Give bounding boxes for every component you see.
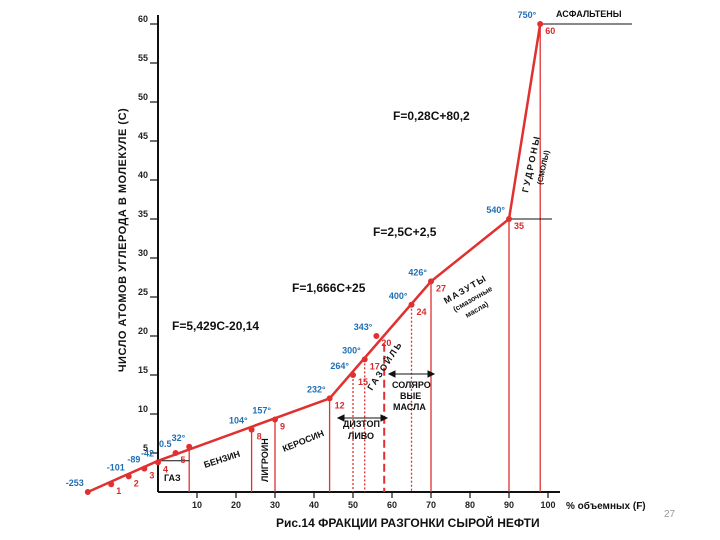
- temp-label-7: 104°: [229, 416, 248, 426]
- fraction-boundaries: [158, 23, 632, 492]
- carbon-label-8: 9: [280, 421, 285, 431]
- carbon-label-16: 60: [545, 26, 555, 36]
- temp-label-10: 264°: [330, 361, 349, 371]
- label-asphalt: АСФАЛЬТЕНЫ: [556, 9, 622, 19]
- x-tick-label-90: 90: [504, 500, 514, 510]
- data-point-14: [428, 278, 434, 285]
- data-point-6: [186, 443, 193, 450]
- x-ticks: 10 20 30 40 50 60 70 80 90 100: [192, 492, 556, 510]
- y-tick-label-60: 60: [138, 14, 148, 24]
- y-tick-label-30: 30: [138, 248, 148, 258]
- x-tick-label-80: 80: [465, 500, 475, 510]
- formula-2: F=1,666C+25: [292, 281, 366, 295]
- x-tick-label-50: 50: [348, 500, 358, 510]
- temp-label-16: 750°: [518, 10, 537, 20]
- temp-label-6: 32°: [172, 433, 186, 443]
- data-point-15: [506, 216, 512, 222]
- solar-arrow: [387, 370, 436, 378]
- data-point-8: [272, 416, 278, 423]
- data-point-3: [141, 465, 148, 472]
- chart-title: Рис.14 ФРАКЦИИ РАЗГОНКИ СЫРОЙ НЕФТИ: [276, 515, 540, 530]
- data-point-10: [350, 372, 356, 378]
- label-gas: ГАЗ: [164, 473, 181, 483]
- diesel-arrow: [336, 414, 389, 422]
- data-point-9: [326, 395, 333, 402]
- temp-label-8: 157°: [252, 405, 271, 415]
- data-points: -253 1 -101 2 -89 3 -42 4 0.5 5 32° 104° 8 157° 9 232° 1…: [66, 10, 555, 496]
- y-tick-label-10: 10: [138, 404, 148, 414]
- x-tick-label-40: 40: [309, 500, 319, 510]
- formula-1: F=5,429C-20,14: [172, 319, 259, 333]
- x-tick-label-10: 10: [192, 500, 202, 510]
- temp-label-12: 343°: [354, 322, 373, 332]
- temp-label-2: -101: [107, 462, 125, 472]
- y-axis-label: ЧИСЛО АТОМОВ УГЛЕРОДА В МОЛЕКУЛЕ (С): [117, 108, 129, 372]
- data-point-13: [408, 301, 415, 308]
- x-tick-label-70: 70: [426, 500, 436, 510]
- carbon-label-4: 4: [163, 464, 168, 474]
- y-tick-label-20: 20: [138, 326, 148, 336]
- data-point-2: [125, 473, 132, 480]
- y-tick-label-50: 50: [138, 92, 148, 102]
- label-solar-3: МАСЛА: [393, 402, 426, 412]
- carbon-label-11: 17: [370, 361, 380, 371]
- temp-label-5: 0.5: [159, 439, 172, 449]
- temp-label-11: 300°: [342, 345, 361, 355]
- data-point-16: [537, 21, 544, 27]
- y-tick-label-15: 15: [138, 365, 148, 375]
- series-line: [87, 23, 542, 494]
- y-ticks: 5 10 15 20 25 30 35 40 45 50 55 60: [138, 14, 158, 454]
- carbon-label-15: 35: [514, 221, 524, 231]
- data-point-0: [84, 489, 91, 495]
- y-tick-label-55: 55: [138, 53, 148, 63]
- formula-4: F=0,28C+80,2: [393, 109, 470, 123]
- y-tick-label-35: 35: [138, 209, 148, 219]
- label-diesel-2: ЛИВО: [348, 431, 374, 441]
- carbon-label-9: 12: [335, 400, 345, 410]
- y-tick-label-25: 25: [138, 287, 148, 297]
- temp-label-0: -253: [66, 478, 84, 488]
- x-tick-label-30: 30: [270, 500, 280, 510]
- temp-label-9: 232°: [307, 384, 326, 394]
- label-solar-1: СОЛЯРО: [392, 380, 431, 390]
- y-tick-label-5: 5: [143, 443, 148, 453]
- carbon-label-14: 27: [436, 283, 446, 293]
- x-tick-label-100: 100: [540, 500, 555, 510]
- carbon-label-2: 2: [134, 478, 139, 488]
- label-diesel-1: ДИЗТОП: [343, 419, 380, 429]
- data-point-4: [155, 459, 161, 466]
- data-point-11: [361, 356, 368, 363]
- data-point-5: [172, 450, 179, 456]
- data-point-1: [108, 481, 115, 488]
- label-solar-2: ВЫЕ: [400, 391, 421, 401]
- carbon-label-1: 1: [116, 486, 121, 496]
- y-tick-label-45: 45: [138, 131, 148, 141]
- carbon-label-3: 3: [149, 471, 154, 481]
- temp-label-14: 426°: [408, 267, 427, 277]
- label-ligroin: ЛИГРОИН: [260, 438, 270, 482]
- page-number: 27: [664, 509, 676, 520]
- y-tick-label-40: 40: [138, 170, 148, 180]
- carbon-label-10: 15: [358, 377, 368, 387]
- label-petrol: БЕНЗИН: [203, 449, 242, 470]
- temp-label-15: 540°: [486, 205, 505, 215]
- carbon-label-5: 5: [181, 455, 186, 465]
- carbon-label-13: 24: [417, 307, 427, 317]
- carbon-label-7: 8: [257, 432, 262, 442]
- x-tick-label-20: 20: [231, 500, 241, 510]
- x-tick-label-60: 60: [387, 500, 397, 510]
- carbon-label-12: 20: [381, 338, 391, 348]
- temp-label-13: 400°: [389, 291, 408, 301]
- data-point-7: [248, 426, 255, 433]
- label-kerosene: КЕРОСИН: [281, 428, 325, 454]
- temp-label-4: -42: [141, 448, 154, 458]
- formula-3: F=2,5C+2,5: [373, 225, 437, 239]
- temp-label-3: -89: [127, 455, 140, 465]
- x-axis-label: % объемных (F): [566, 500, 646, 512]
- data-point-12: [373, 333, 380, 339]
